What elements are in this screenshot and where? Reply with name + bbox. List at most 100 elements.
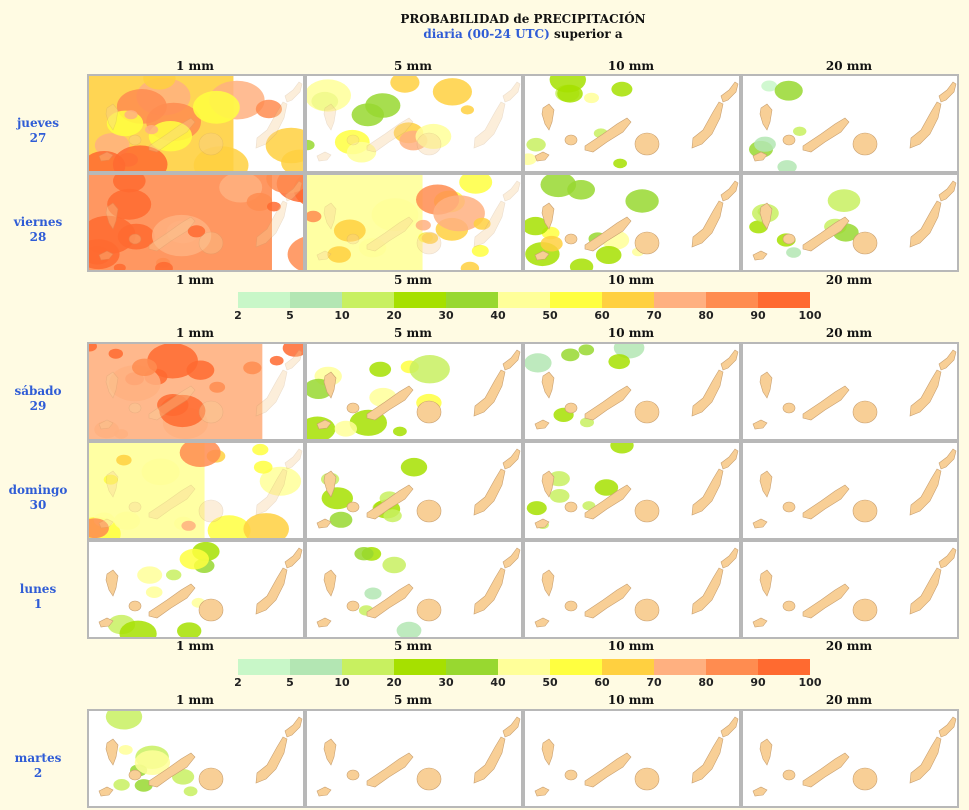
island-gran-canaria [198,132,224,156]
probability-field [749,80,807,171]
legend-swatch [654,292,706,308]
precipitation-map [89,344,303,439]
island-la-gomera [782,600,796,612]
island-tenerife [584,117,632,153]
field-blob [754,136,776,152]
island-tenerife [584,216,632,252]
island-tenerife [148,752,196,788]
island-fuerteventura [255,468,288,516]
field-blob [525,153,537,165]
probability-field [107,542,220,637]
island-lanzarote [720,448,739,470]
field-blob [473,217,491,230]
subtitle-suffix: superior a [549,27,623,41]
map-panel [523,173,741,272]
island-lanzarote [502,547,521,569]
legend-tick-label: 10 [334,676,350,689]
island-gran-canaria [198,598,224,622]
precipitation-map [752,547,957,628]
field-blob [118,745,133,755]
island-la-palma [541,371,555,399]
island-el-hierro [752,419,768,430]
field-blob [354,547,374,561]
threshold-label: 10 mm [607,639,655,653]
island-lanzarote [938,716,957,738]
island-fuerteventura [909,736,942,784]
island-lanzarote [720,547,739,569]
field-blob [460,261,480,270]
field-blob [390,76,420,93]
island-el-hierro [98,151,114,162]
island-el-hierro [752,518,768,529]
island-la-palma [105,569,119,597]
map-panel [305,342,523,441]
field-blob [561,348,580,362]
legend-tick-label: 2 [234,309,242,322]
island-lanzarote [938,547,957,569]
field-blob [134,750,171,775]
day-name: viernes [13,215,63,229]
island-lanzarote [938,349,957,371]
island-gran-canaria [852,499,878,523]
island-el-hierro [752,786,768,797]
field-blob [89,239,120,270]
field-blob [186,360,215,380]
field-blob [525,353,552,373]
island-tenerife [366,484,414,520]
field-blob [107,188,152,220]
probability-field [307,76,474,163]
precipitation-map [525,76,739,169]
legend-tick-label: 60 [594,676,610,689]
field-blob [761,80,778,92]
legend-swatch [654,659,706,675]
field-blob [365,93,401,118]
field-blob [181,520,196,531]
field-blob [540,235,563,252]
island-tenerife [584,484,632,520]
island-la-palma [105,738,119,766]
day-label: domingo 30 [0,483,76,513]
field-blob [595,246,622,264]
island-la-palma [759,738,773,766]
field-blob [396,621,422,637]
day-label: jueves 27 [0,116,76,146]
legend-swatch [394,292,446,308]
island-la-gomera [564,501,578,513]
island-la-palma [323,738,337,766]
island-lanzarote [284,448,303,470]
probability-field [89,344,303,439]
page-subtitle: diaria (00-24 UTC) superior a [0,27,969,41]
island-tenerife [802,752,850,788]
day-name: lunes [19,582,57,596]
field-blob [116,454,132,466]
island-fuerteventura [255,736,288,784]
island-la-palma [323,202,337,230]
legend-labels: 2 5 10 20 30 40 50 60 70 80 90 100 [234,676,821,690]
threshold-label: 5 mm [394,639,432,653]
island-la-palma [759,371,773,399]
legend-tick-label: 70 [646,309,662,322]
precipitation-map [98,711,303,797]
day-number: 2 [33,766,43,780]
field-blob [369,361,392,377]
island-fuerteventura [255,567,288,615]
legend-swatch [238,659,290,675]
legend-swatch [238,292,290,308]
legend-tick-label: 30 [438,309,454,322]
page-title: PROBABILIDAD de PRECIPITACIÓN [400,12,646,26]
island-fuerteventura [255,200,288,248]
field-blob [346,141,377,163]
field-blob [252,443,269,456]
threshold-label: 10 mm [607,326,655,340]
island-fuerteventura [473,200,506,248]
threshold-label: 20 mm [825,59,873,73]
island-gran-canaria [852,132,878,156]
map-panel [305,74,523,173]
field-blob [460,105,474,115]
island-fuerteventura [909,567,942,615]
island-la-gomera [128,769,142,781]
island-tenerife [148,117,196,153]
island-el-hierro [316,151,332,162]
field-blob [159,394,206,428]
day-label: sábado 29 [0,384,76,414]
